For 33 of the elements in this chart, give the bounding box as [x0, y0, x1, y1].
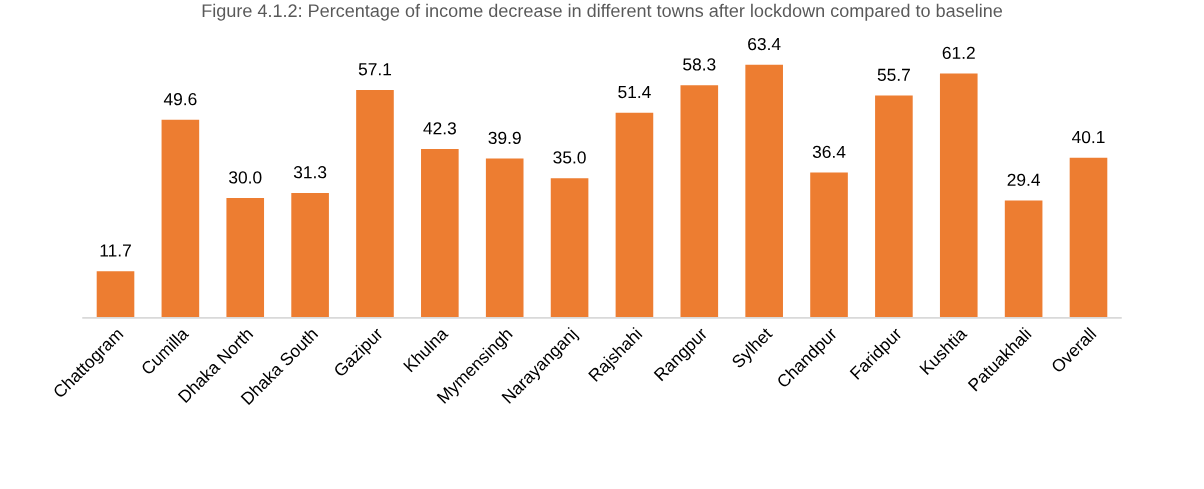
bar [550, 178, 589, 318]
data-label: 63.4 [748, 37, 781, 51]
data-label: 11.7 [100, 244, 131, 257]
bar [680, 85, 719, 318]
data-label: 55.7 [877, 68, 910, 81]
data-label: 36.4 [812, 145, 846, 159]
data-label: 58.3 [683, 58, 716, 71]
data-label: 30.0 [229, 171, 262, 184]
bar [875, 95, 913, 318]
bar [226, 198, 265, 318]
data-label: 51.4 [618, 86, 651, 99]
bar [96, 271, 135, 318]
data-label: 49.6 [163, 93, 197, 106]
bar [161, 119, 200, 318]
data-label: 31.3 [293, 166, 327, 179]
bar [1004, 200, 1043, 318]
bar [291, 192, 329, 318]
data-label: 57.1 [358, 63, 392, 76]
bar [356, 89, 394, 318]
bar [810, 172, 848, 318]
bar [615, 112, 654, 318]
chart-title: Figure 4.1.2: Percentage of income decrease in different towns after lockdown compared to baseline [202, 3, 1003, 21]
data-label: 39.9 [488, 131, 521, 145]
data-label: 35.0 [553, 151, 586, 164]
bar [745, 64, 783, 318]
bar [485, 158, 524, 318]
data-label: 29.4 [1007, 173, 1041, 186]
bar [939, 73, 978, 318]
data-label: 61.2 [942, 46, 975, 60]
data-label: 42.3 [423, 122, 456, 135]
data-label: 40.1 [1072, 130, 1105, 144]
bar [421, 149, 459, 318]
bar [1069, 157, 1108, 318]
